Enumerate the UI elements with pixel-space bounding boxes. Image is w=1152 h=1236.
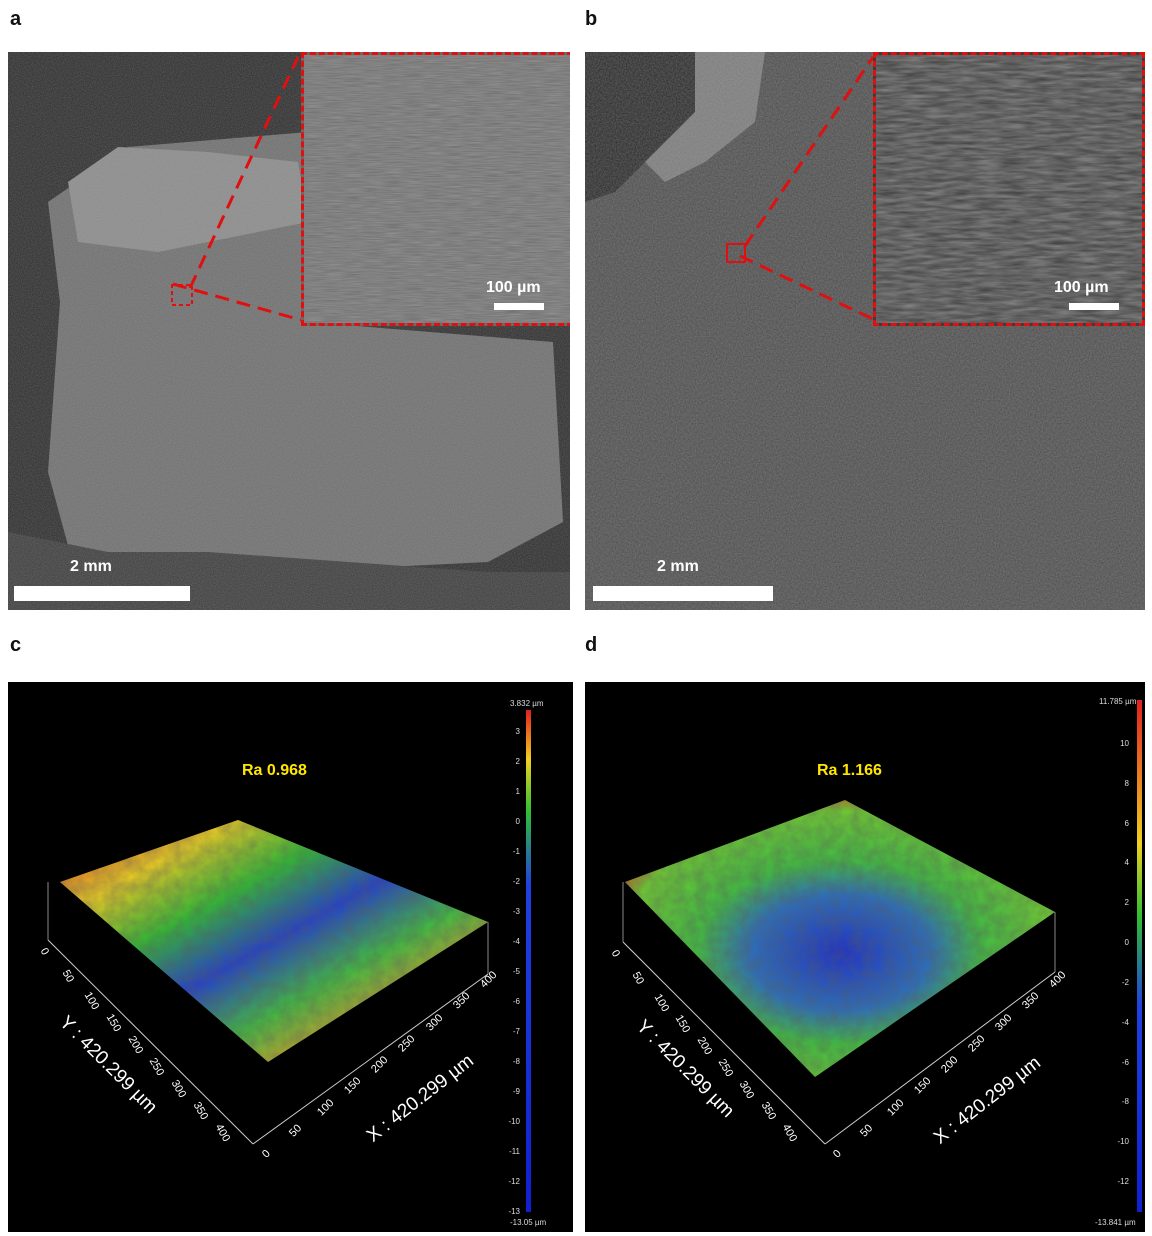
colorbar-tick: -6 [1121, 1057, 1129, 1067]
sem-image-a: 100 µm 2 mm [8, 52, 570, 610]
profilometry-d: Ra 1.166 11.785 µm -13.841 µm 10 8 6 4 2 0 -2 -… [585, 682, 1145, 1232]
panel-label-d: d [585, 634, 598, 656]
scale-bar-a [14, 586, 190, 601]
inset-a: 100 µm [301, 52, 570, 326]
profilometry-c: Ra 0.968 3.832 µm -13.05 µm 3 2 1 0 -1 -2 -3 -4… [8, 682, 573, 1232]
scale-label-b: 2 mm [657, 558, 699, 575]
colorbar-tick: -7 [512, 1027, 520, 1036]
colorbar-tick: 3 [515, 727, 520, 736]
ra-value-c: Ra 0.968 [242, 762, 307, 779]
colorbar-tick: -13 [508, 1207, 520, 1216]
inset-b: 100 µm [873, 52, 1145, 326]
sem-image-b: 100 µm 2 mm [585, 52, 1145, 610]
colorbar-tick: 0 [515, 817, 520, 826]
colorbar-tick: 10 [1120, 739, 1129, 748]
surface-plot-c [47, 710, 531, 1212]
colorbar-tick: 8 [1124, 778, 1129, 788]
scale-bar-b [593, 586, 773, 601]
colorbar-tick: -11 [509, 1147, 520, 1156]
colorbar-tick: -12 [508, 1177, 520, 1186]
colorbar-tick: 2 [1124, 898, 1129, 908]
colorbar-tick: -9 [512, 1087, 520, 1096]
colorbar-max-d: 11.785 µm [1099, 697, 1137, 706]
colorbar-tick: -1 [512, 847, 520, 856]
colorbar-tick: 2 [515, 757, 520, 766]
inset-scale-label-b: 100 µm [1054, 279, 1109, 296]
colorbar-tick: 4 [1124, 858, 1129, 868]
colorbar-tick: 1 [515, 787, 520, 796]
scale-label-a: 2 mm [70, 558, 112, 575]
colorbar-tick: -6 [512, 997, 520, 1006]
ra-value-d: Ra 1.166 [817, 762, 882, 779]
colorbar-tick: 6 [1124, 818, 1129, 828]
colorbar-tick: -4 [1121, 1017, 1129, 1027]
panel-label-b: b [585, 8, 598, 30]
panel-label-a: a [10, 8, 22, 30]
inset-scale-bar-b [1069, 303, 1119, 310]
colorbar-min-d: -13.841 µm [1095, 1218, 1136, 1227]
colorbar-tick: -4 [512, 937, 520, 946]
colorbar-tick: -10 [508, 1117, 520, 1126]
colorbar-tick: -12 [1117, 1177, 1129, 1186]
colorbar-tick: -10 [1117, 1137, 1129, 1147]
colorbar-tick: -8 [512, 1057, 520, 1066]
surface-plot-d [622, 700, 1142, 1212]
colorbar-max-c: 3.832 µm [510, 699, 544, 708]
colorbar-min-c: -13.05 µm [510, 1218, 547, 1227]
colorbar-tick: -3 [512, 907, 520, 916]
inset-scale-label-a: 100 µm [486, 279, 541, 296]
colorbar-tick: -2 [512, 877, 520, 886]
colorbar-tick: -5 [512, 967, 520, 976]
panel-label-c: c [10, 634, 22, 656]
colorbar-tick: -2 [1121, 977, 1129, 987]
colorbar-tick: -8 [1121, 1097, 1129, 1107]
inset-scale-bar-a [494, 303, 544, 310]
colorbar-tick: 0 [1124, 938, 1129, 948]
